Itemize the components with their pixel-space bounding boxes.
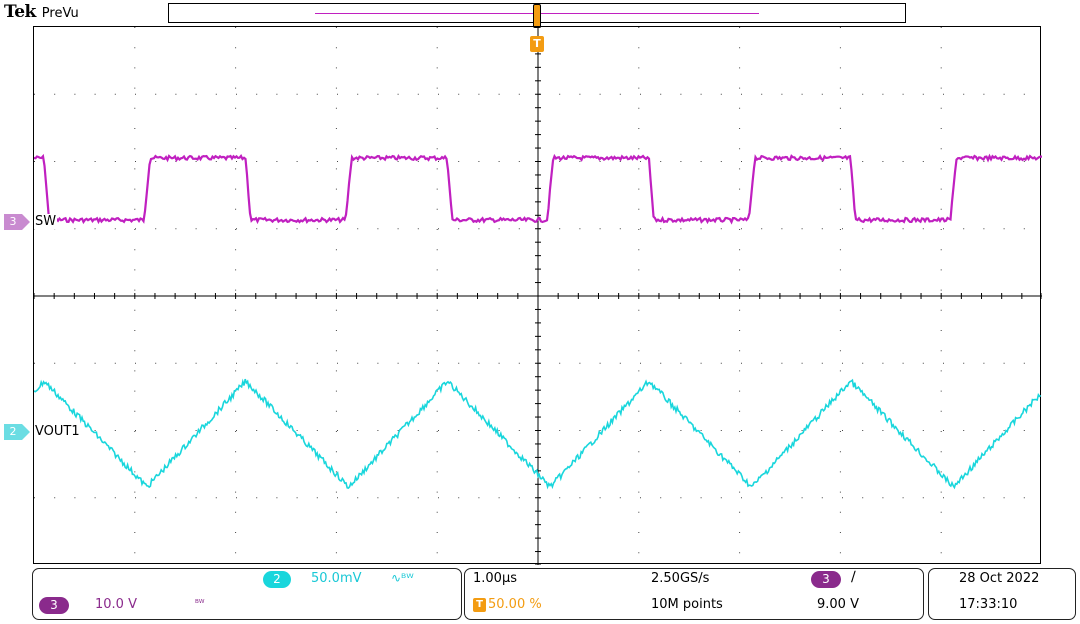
trigger-level: 9.00 V	[817, 597, 859, 612]
sample-rate: 2.50GS/s	[651, 571, 710, 586]
trigger-marker-icon[interactable]: T	[530, 36, 544, 52]
trigger-source-badge[interactable]: 3	[811, 571, 841, 588]
time: 17:33:10	[959, 597, 1018, 612]
brand-logo: Tek	[4, 2, 36, 22]
ch2-scale: 50.0mV	[311, 571, 362, 586]
trigger-position-value: 50.00 %	[488, 597, 542, 612]
horizontal-trigger-panel[interactable]: 1.00µs T 50.00 % 2.50GS/s 10M points 3 ∕…	[464, 568, 924, 620]
ch3-trace-label: SW	[34, 214, 58, 229]
ch3-sw-trace	[34, 153, 1042, 225]
record-length: 10M points	[651, 597, 723, 612]
ch3-badge[interactable]: 3	[39, 597, 69, 614]
ch2-badge[interactable]: 2	[263, 571, 291, 588]
trigger-position-handle[interactable]	[533, 4, 541, 28]
trigger-position-readout: T 50.00 %	[473, 597, 542, 612]
timebase: 1.00µs	[473, 571, 517, 586]
channel-3-marker-icon[interactable]: 3	[4, 214, 30, 230]
rising-edge-icon: ∕	[851, 569, 856, 585]
ch2-vout1-trace	[34, 378, 1042, 490]
date: 28 Oct 2022	[959, 571, 1040, 586]
ch3-bandwidth-icon: ᴮᵂ	[195, 599, 205, 609]
channel-readout-panel[interactable]: 2 50.0mV ∿ᴮᵂ 3 10.0 V ᴮᵂ	[32, 568, 462, 620]
brand-header: Tek PreVu	[4, 2, 79, 24]
ch2-bandwidth-icon: ∿ᴮᵂ	[391, 571, 414, 585]
channel-2-marker-icon[interactable]: 2	[4, 424, 30, 440]
trigger-icon: T	[473, 597, 486, 612]
waveform-display[interactable]	[33, 26, 1042, 565]
clock-panel: 28 Oct 2022 17:33:10	[928, 568, 1076, 620]
ch3-scale: 10.0 V	[95, 597, 137, 612]
acquisition-mode: PreVu	[41, 6, 79, 21]
ch2-trace-label: VOUT1	[34, 424, 81, 439]
graticule-svg	[34, 27, 1042, 565]
